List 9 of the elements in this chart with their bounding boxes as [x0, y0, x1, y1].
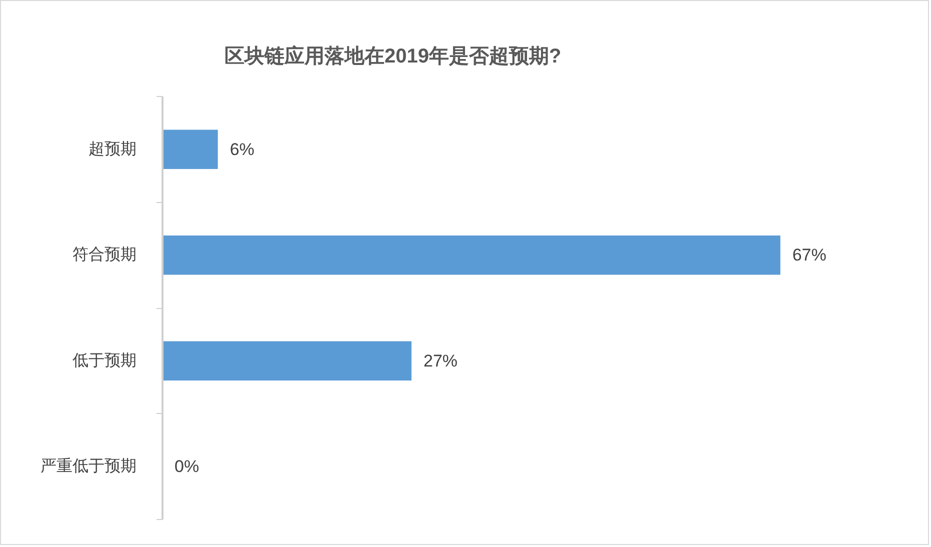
- data-label: 27%: [423, 351, 458, 370]
- y-tick-label: 严重低于预期: [40, 457, 136, 476]
- data-label: 6%: [230, 140, 254, 159]
- data-label: 67%: [792, 246, 826, 265]
- y-tick-label: 超预期: [88, 140, 136, 158]
- y-tick-label: 符合预期: [72, 246, 136, 264]
- y-tick-label: 低于预期: [72, 351, 136, 370]
- data-label: 0%: [174, 457, 200, 476]
- chart-title: 区块链应用落地在2019年是否超预期?: [224, 44, 562, 68]
